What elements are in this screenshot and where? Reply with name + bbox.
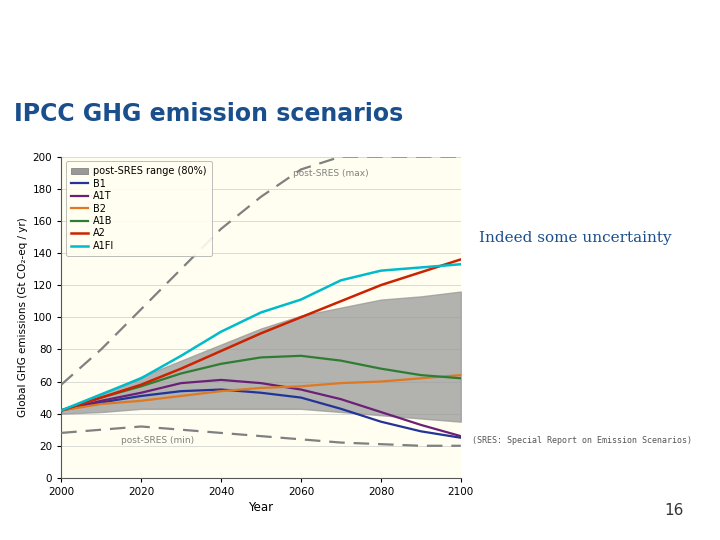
A1FI (137, 375, 145, 382)
Line: A1FI: A1FI (61, 264, 461, 410)
B2 (377, 378, 385, 384)
Legend: post-SRES range (80%), B1, A1T, B2, A1B, A2, A1FI: post-SRES range (80%), B1, A1T, B2, A1B,… (66, 161, 212, 256)
A1T (417, 422, 426, 428)
B1 (297, 394, 305, 401)
A1FI (177, 353, 186, 359)
A1B (417, 372, 426, 379)
A1B (337, 357, 346, 364)
A2 (57, 407, 66, 414)
B2 (137, 397, 145, 404)
A1B (297, 353, 305, 359)
A1FI (97, 391, 106, 397)
A1B (217, 361, 225, 367)
B2 (337, 380, 346, 386)
B1 (377, 418, 385, 425)
A2 (456, 256, 465, 262)
B1 (137, 393, 145, 399)
Y-axis label: Global GHG emissions (Gt CO₂-eq / yr): Global GHG emissions (Gt CO₂-eq / yr) (18, 218, 28, 417)
A2 (137, 381, 145, 388)
B1 (57, 407, 66, 414)
Text: post-SRES (max): post-SRES (max) (293, 170, 369, 178)
B2 (456, 372, 465, 379)
A1T (377, 409, 385, 415)
A1T (217, 377, 225, 383)
A1T (456, 433, 465, 440)
A1FI (257, 309, 266, 316)
A1FI (417, 264, 426, 271)
B2 (97, 401, 106, 407)
A1FI (217, 328, 225, 335)
A2 (297, 314, 305, 321)
A2 (377, 282, 385, 288)
Text: post-SRES (min): post-SRES (min) (121, 436, 194, 444)
B2 (257, 384, 266, 391)
A1B (137, 383, 145, 389)
A1FI (377, 267, 385, 274)
A1FI (297, 296, 305, 303)
B2 (297, 383, 305, 389)
A2 (337, 298, 346, 305)
A1T (137, 389, 145, 396)
A1T (297, 386, 305, 393)
A2 (97, 394, 106, 401)
A1T (257, 380, 266, 386)
Line: A1T: A1T (61, 380, 461, 436)
A1B (456, 375, 465, 382)
Text: IPCC GHG emission scenarios: IPCC GHG emission scenarios (14, 102, 403, 126)
B1 (217, 386, 225, 393)
Text: 16: 16 (665, 503, 684, 518)
Line: A2: A2 (61, 259, 461, 410)
B2 (417, 375, 426, 382)
X-axis label: Year: Year (248, 501, 274, 514)
A1B (377, 366, 385, 372)
Text: (SRES: Special Report on Emission Scenarios): (SRES: Special Report on Emission Scenar… (472, 436, 692, 444)
B1 (177, 388, 186, 394)
A1FI (456, 261, 465, 267)
A2 (257, 330, 266, 336)
A1FI (337, 277, 346, 284)
Line: B1: B1 (61, 389, 461, 438)
B1 (337, 406, 346, 412)
B2 (57, 407, 66, 414)
Text: European
Commission: European Commission (337, 34, 383, 53)
A1T (177, 380, 186, 386)
B1 (97, 399, 106, 406)
A1B (57, 407, 66, 414)
B1 (456, 435, 465, 441)
A1B (97, 394, 106, 401)
A2 (217, 348, 225, 354)
Line: A1B: A1B (61, 356, 461, 410)
A2 (417, 269, 426, 275)
B1 (257, 389, 266, 396)
A1B (257, 354, 266, 361)
A1T (337, 396, 346, 402)
B2 (217, 388, 225, 394)
A1FI (57, 407, 66, 414)
A1T (97, 397, 106, 404)
B2 (177, 393, 186, 399)
Text: Indeed some uncertainty: Indeed some uncertainty (479, 231, 672, 245)
B1 (417, 428, 426, 435)
A1T (57, 407, 66, 414)
A2 (177, 366, 186, 372)
A1B (177, 370, 186, 377)
Line: B2: B2 (61, 375, 461, 410)
